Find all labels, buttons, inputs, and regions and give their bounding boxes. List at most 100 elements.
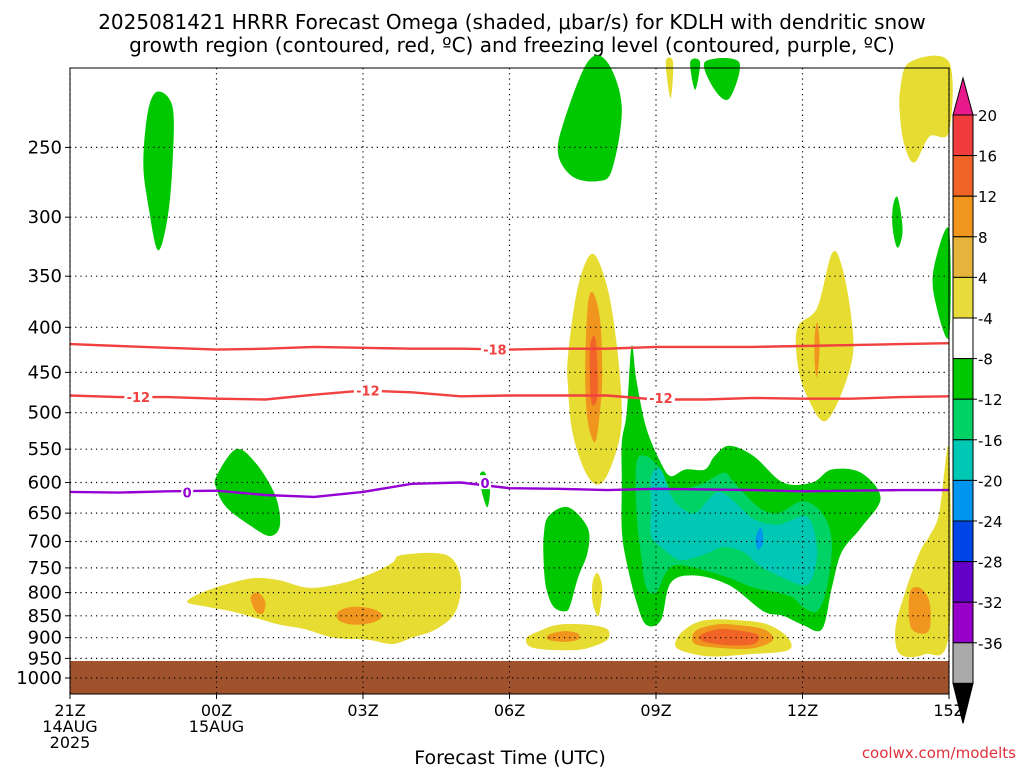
plot-area: -18 -12 -12 -12 0 0 [69, 55, 953, 695]
x-tick-label: 14AUG [42, 717, 97, 736]
y-tick-label: 700 [28, 531, 62, 552]
isoline-label-bg [124, 389, 153, 404]
omega-area-neg4 [143, 91, 174, 251]
isoline-label-bg [181, 484, 194, 499]
y-tick-label: 1000 [16, 668, 62, 689]
colorbar-label: 20 [978, 107, 997, 125]
isoline-label: 0 [481, 477, 490, 492]
x-tick-label: 00Z [201, 701, 232, 720]
y-tick-label: 850 [28, 606, 62, 627]
omega-area-8 [908, 586, 931, 634]
y-axis: 2503003504004505005506006507007508008509… [16, 137, 70, 689]
y-tick-label: 900 [28, 628, 62, 649]
colorbar-swatch [952, 358, 974, 400]
x-tick-label: 2025 [50, 733, 91, 752]
omega-area-neg12 [650, 468, 818, 586]
colorbar-label: 4 [978, 269, 988, 287]
y-tick-label: 450 [28, 362, 62, 383]
colorbar-label: -20 [978, 472, 1003, 490]
isoline-temperature-neg12 [69, 389, 950, 401]
omega-area-neg4 [932, 227, 951, 339]
y-tick-label: 650 [28, 503, 62, 524]
colorbar-swatch [952, 276, 974, 319]
isoline-label: 0 [183, 487, 192, 502]
colorbar-swatch [952, 195, 974, 238]
colorbar-swatch [952, 114, 974, 157]
y-tick-label: 800 [28, 583, 62, 604]
omega-area-neg4 [892, 196, 903, 248]
omega-area-8 [336, 606, 383, 625]
isoline-label-bg [353, 382, 382, 397]
omega-area-neg4 [543, 506, 590, 612]
omega-area-4 [899, 55, 953, 163]
isoline-temperature-neg18 [69, 342, 950, 351]
chart-title-line2: growth region (contoured, red, ºC) and f… [129, 33, 895, 57]
colorbar: 20 16 12 8 4 -4 -8 -12 -16 -20 -24 -28 -32 -36 [952, 76, 1003, 724]
omega-area-8 [814, 322, 820, 378]
colorbar-label: 12 [978, 188, 997, 206]
omega-area-8 [250, 592, 266, 615]
y-tick-label: 300 [28, 207, 62, 228]
omega-shading [143, 55, 953, 658]
y-tick-label: 550 [28, 439, 62, 460]
colorbar-label: -12 [978, 391, 1003, 409]
colorbar-label: -28 [978, 554, 1003, 572]
omega-area-12 [699, 628, 760, 646]
isoline-label-bg [479, 475, 492, 490]
colorbar-label: 16 [978, 148, 997, 166]
omega-area-neg4 [690, 58, 701, 90]
x-tick-label: 15Z [933, 701, 964, 720]
omega-area-4 [187, 552, 462, 645]
y-tick-label: 600 [28, 472, 62, 493]
omega-area-8 [546, 631, 580, 642]
colorbar-swatch [952, 236, 974, 278]
colorbar-swatch [952, 398, 974, 441]
colorbar-label: -16 [978, 432, 1003, 450]
chart-title-line1: 2025081421 HRRR Forecast Omega (shaded, … [98, 10, 926, 34]
colorbar-bottom-arrow [952, 682, 974, 724]
isoline-label-bg [646, 389, 675, 404]
colorbar-label: -36 [978, 635, 1003, 653]
x-tick-label: 15AUG [189, 717, 244, 736]
omega-area-12 [589, 335, 598, 406]
colorbar-swatch [952, 479, 974, 522]
colorbar-swatch [952, 561, 974, 603]
colorbar-label: -24 [978, 513, 1003, 531]
colorbar-swatch [952, 317, 974, 360]
y-tick-label: 350 [28, 266, 62, 287]
x-tick-label: 12Z [787, 701, 818, 720]
omega-area-neg4 [557, 55, 622, 182]
colorbar-swatch [952, 155, 974, 197]
x-axis-label: Forecast Time (UTC) [414, 747, 605, 768]
colorbar-swatch [952, 439, 974, 481]
y-tick-label: 950 [28, 648, 62, 669]
colorbar-label: 8 [978, 229, 988, 247]
omega-area-neg16 [755, 527, 764, 550]
y-tick-label: 500 [28, 403, 62, 424]
omega-area-4 [795, 250, 854, 422]
y-tick-label: 750 [28, 558, 62, 579]
x-tick-label: 03Z [347, 701, 378, 720]
x-tick-label: 06Z [494, 701, 525, 720]
omega-area-4 [591, 572, 603, 617]
isoline-label: -12 [356, 385, 380, 400]
colorbar-label: -4 [978, 310, 993, 328]
isoline-label: -12 [649, 392, 673, 407]
y-tick-label: 400 [28, 317, 62, 338]
colorbar-swatch [952, 642, 974, 684]
y-tick-label: 250 [28, 137, 62, 158]
colorbar-label: -8 [978, 351, 993, 369]
x-tick-label: 21Z [54, 701, 85, 720]
isoline-label: -18 [483, 344, 507, 359]
colorbar-swatch [952, 601, 974, 644]
colorbar-label: -32 [978, 594, 1003, 612]
colorbar-swatch [952, 520, 974, 563]
colorbar-top-arrow [952, 76, 974, 116]
isoline-label-bg [480, 341, 509, 356]
credit-text: coolwx.com/modelts [862, 744, 1016, 762]
isolines: -18 -12 -12 -12 0 0 [69, 341, 950, 502]
isoline-temperature-0 [69, 481, 949, 499]
